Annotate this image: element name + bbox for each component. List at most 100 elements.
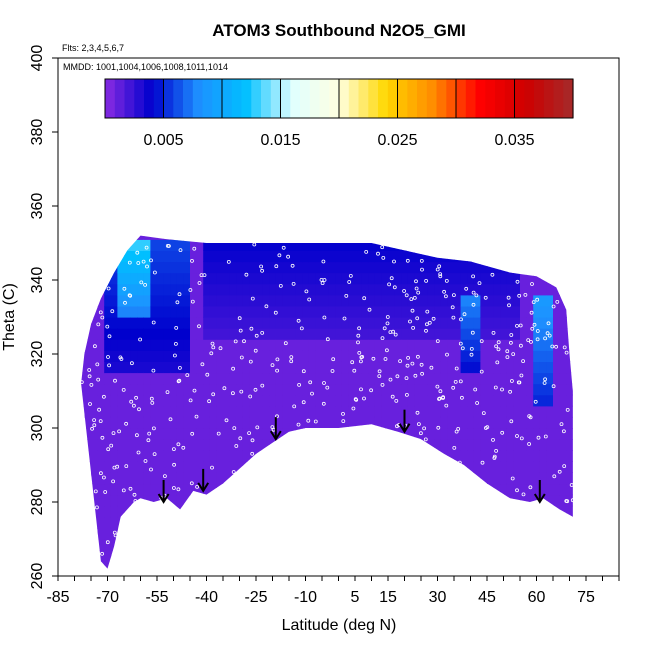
heatmap-cell	[269, 472, 277, 485]
heatmap-cell	[110, 483, 118, 496]
heatmap-cell	[71, 228, 78, 240]
heatmap-cell	[335, 405, 343, 418]
heatmap-cell	[322, 494, 330, 507]
heatmap-cell	[355, 416, 363, 429]
heatmap-cell	[104, 272, 112, 285]
heatmap-cell	[183, 272, 191, 285]
heatmap-cell	[440, 439, 448, 451]
heatmap-cell	[606, 539, 613, 551]
heatmap-cell	[302, 494, 310, 507]
heatmap-cell	[355, 317, 363, 329]
sample-point	[383, 357, 388, 361]
heatmap-cell	[308, 472, 316, 485]
heatmap-cell	[196, 383, 204, 396]
heatmap-cell	[183, 416, 191, 429]
heatmap-cell	[110, 328, 118, 340]
heatmap-cell	[282, 317, 290, 329]
heatmap-cell	[209, 561, 217, 569]
heatmap-cell	[407, 550, 415, 562]
heatmap-cell	[137, 383, 145, 396]
heatmap-cell	[493, 394, 501, 407]
heatmap-cell	[341, 516, 349, 529]
heatmap-cell	[440, 483, 448, 496]
heatmap-cell	[407, 416, 415, 429]
heatmap-cell	[81, 539, 85, 551]
colorbar-segment	[407, 79, 418, 118]
heatmap-cell	[374, 439, 382, 451]
heatmap-cell	[249, 339, 257, 351]
sample-point	[307, 297, 312, 302]
sample-point	[545, 331, 550, 336]
sample-point	[352, 368, 357, 373]
heatmap-cell	[573, 439, 580, 451]
heatmap-cell	[599, 439, 606, 451]
heatmap-cell	[256, 439, 264, 451]
heatmap-cell	[401, 239, 409, 251]
sample-point	[185, 373, 190, 378]
sample-point	[211, 345, 216, 350]
heatmap-cell	[474, 217, 481, 229]
heatmap-cell	[374, 539, 382, 551]
heatmap-cell	[104, 516, 112, 529]
heatmap-cell	[216, 394, 224, 407]
heatmap-cell	[599, 295, 606, 307]
heatmap-cell	[447, 461, 455, 473]
heatmap-cell	[289, 405, 297, 418]
heatmap-cell	[71, 384, 78, 396]
heatmap-cell	[533, 361, 541, 374]
heatmap-cell	[487, 383, 495, 396]
heatmap-cell	[368, 527, 376, 540]
heatmap-cell	[163, 472, 171, 485]
heatmap-cell	[480, 461, 488, 473]
heatmap-cell	[520, 472, 528, 485]
heatmap-cell	[473, 350, 481, 362]
heatmap-cell	[150, 516, 158, 529]
heatmap-cell	[110, 516, 118, 529]
heatmap-cell	[506, 361, 514, 374]
heatmap-cell	[81, 494, 85, 507]
heatmap-cell	[427, 428, 435, 440]
heatmap-cell	[414, 439, 422, 451]
heatmap-cell	[447, 416, 455, 429]
heatmap-cell	[539, 472, 547, 485]
heatmap-cell	[434, 550, 442, 562]
heatmap-cell	[150, 235, 158, 240]
heatmap-cell	[91, 217, 98, 229]
heatmap-cell	[104, 527, 112, 540]
sample-point	[190, 431, 195, 436]
heatmap-cell	[104, 561, 112, 569]
heatmap-cell	[586, 339, 593, 351]
heatmap-cell	[341, 235, 349, 240]
heatmap-cell	[262, 394, 270, 407]
heatmap-cell	[117, 339, 125, 351]
heatmap-cell	[58, 317, 65, 329]
heatmap-cell	[104, 483, 112, 496]
heatmap-cell	[308, 405, 316, 418]
sample-point	[87, 368, 92, 372]
heatmap-cell	[480, 294, 488, 307]
heatmap-cell	[170, 539, 178, 551]
heatmap-cell	[513, 350, 521, 362]
colorbar-segment	[192, 79, 204, 118]
sample-point	[209, 351, 214, 356]
heatmap-cell	[183, 472, 191, 485]
heatmap-cell	[553, 283, 561, 296]
heatmap-cell	[315, 372, 323, 385]
heatmap-cell	[341, 239, 349, 251]
heatmap-cell	[170, 416, 178, 429]
heatmap-cell	[275, 483, 283, 496]
sample-point	[97, 407, 101, 412]
heatmap-cell	[282, 550, 290, 562]
heatmap-cell	[229, 317, 237, 329]
heatmap-cell	[137, 527, 145, 540]
heatmap-cell	[573, 550, 580, 562]
heatmap-cell	[124, 217, 131, 229]
heatmap-cell	[520, 550, 528, 562]
heatmap-cell	[447, 505, 455, 518]
dates-note: MMDD: 1001,1004,1006,1008,1011,1014	[63, 62, 228, 72]
heatmap-cell	[110, 294, 118, 307]
heatmap-cell	[223, 283, 231, 296]
heatmap-cell	[381, 272, 389, 285]
heatmap-cell	[97, 283, 105, 296]
sample-point	[438, 272, 443, 277]
